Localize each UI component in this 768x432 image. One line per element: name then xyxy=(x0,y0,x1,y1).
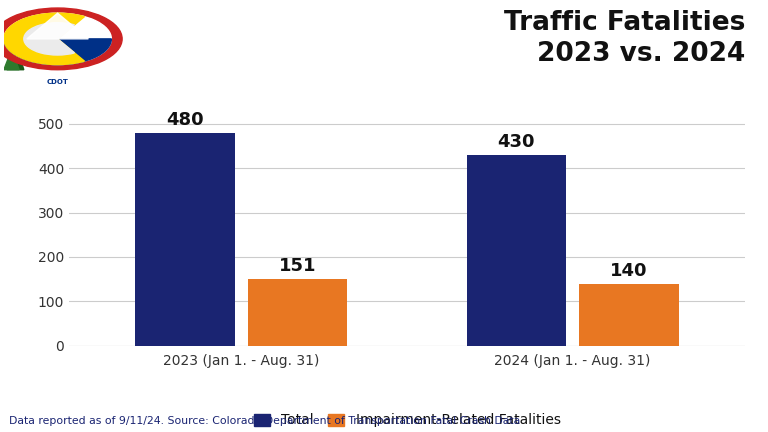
Polygon shape xyxy=(4,50,19,70)
Text: Traffic Fatalities
2023 vs. 2024: Traffic Fatalities 2023 vs. 2024 xyxy=(504,10,745,67)
Polygon shape xyxy=(27,13,88,39)
Text: 140: 140 xyxy=(611,261,647,280)
Text: 480: 480 xyxy=(166,111,204,129)
Circle shape xyxy=(0,8,122,70)
Wedge shape xyxy=(4,13,84,65)
Circle shape xyxy=(4,13,111,65)
Bar xyxy=(467,155,566,346)
Bar xyxy=(248,279,347,346)
Text: CDOT: CDOT xyxy=(47,79,68,85)
Legend: Total, Impairment-Related Fatalities: Total, Impairment-Related Fatalities xyxy=(248,408,566,432)
Bar xyxy=(579,283,679,346)
Text: 151: 151 xyxy=(279,257,316,275)
Polygon shape xyxy=(7,43,24,70)
Bar xyxy=(135,133,235,346)
Wedge shape xyxy=(24,23,74,55)
Text: 430: 430 xyxy=(498,133,535,151)
Wedge shape xyxy=(4,39,111,65)
Text: Data reported as of 9/11/24. Source: Colorado Department of Transportation Fatal: Data reported as of 9/11/24. Source: Col… xyxy=(9,416,521,426)
